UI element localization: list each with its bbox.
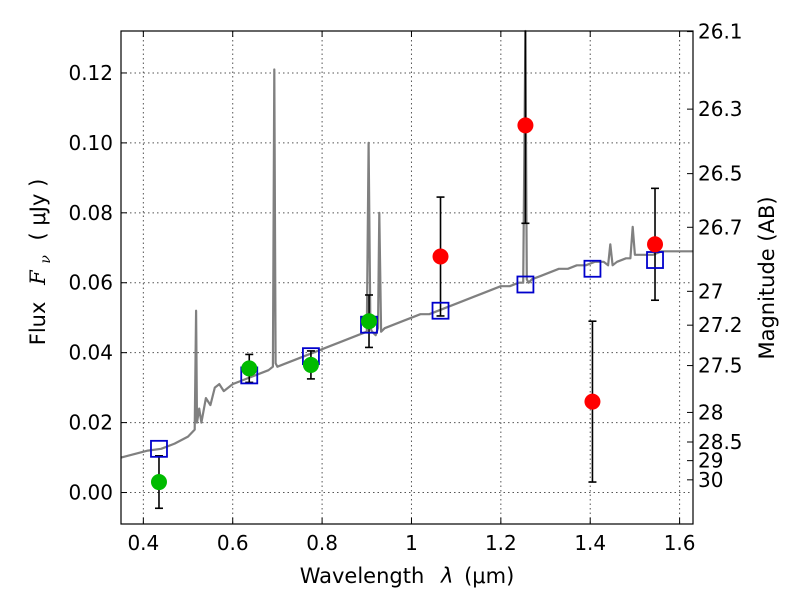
x-tick-label: 0.8 [306,531,338,555]
magnitude-tick-label: 26.3 [698,97,743,121]
y-axis-subscript: ν [38,255,54,264]
y-axis-unit: ( μJy ) [26,179,50,241]
x-axis-unit: (μm) [464,564,514,588]
model-photometry-markers [150,251,664,458]
nir-flux-point [432,248,449,265]
magnitude-tick-label: 27 [698,279,723,303]
y-tick-label: 0.00 [68,481,113,505]
x-axis-title: Wavelength λ (μm) [300,564,515,588]
x-tick-label: 1.6 [664,531,696,555]
magnitude-tick-label: 27.2 [698,313,743,337]
x-axis-title-text: Wavelength [300,564,425,588]
y-tick-label: 0.02 [68,411,113,435]
model-photometry-square [583,259,602,278]
magnitude-tick-label: 26.1 [698,20,743,44]
magnitude-tick-label: 30 [698,468,723,492]
x-tick-label: 1 [405,531,418,555]
y-tick-label: 0.06 [68,271,113,295]
magnitude-tick-label: 26.7 [698,215,743,239]
x-tick-label: 1.2 [485,531,517,555]
magnitude-tick-label: 28 [698,400,723,424]
plot-frame [120,30,694,525]
y-tick-label: 0.10 [68,131,113,155]
magnitude-axis-title: Magnitude (AB) [755,196,779,359]
y-axis-title-text: Flux [26,302,50,346]
x-tick-label: 0.6 [217,531,249,555]
magnitude-tick-label: 28.5 [698,430,743,454]
nir-flux-point [647,236,664,253]
nir-flux-point [517,117,534,134]
y-axis-symbol: F [26,269,50,286]
model-spectrum [120,29,693,459]
magnitude-tick-label: 29 [698,449,723,473]
measured-flux-points [150,117,664,491]
grid-lines [121,31,693,524]
optical-flux-point [150,474,167,491]
magnitude-tick-label: 27.5 [698,354,743,378]
y-tick-label: 0.12 [68,61,113,85]
model-photometry-square [150,439,168,458]
y-axis-title: Flux F ν ( μJy ) [26,179,55,346]
model-photometry-square [516,275,535,294]
nir-flux-point [584,393,601,410]
axis-ticks: 0.4 0.6 0.8 1 1.2 1.4 1.6 0.00 0.02 0.04 0.06 0.08 0… [68,20,742,555]
y-tick-label: 0.08 [68,201,113,225]
x-tick-label: 0.4 [127,531,159,555]
optical-flux-point [241,360,258,377]
error-bars [154,31,660,510]
y-tick-label: 0.04 [68,341,113,365]
magnitude-tick-label: 26.5 [698,162,743,186]
x-axis-lambda: λ [440,564,453,588]
x-tick-label: 1.4 [574,531,606,555]
model-spectrum-line [120,29,693,459]
optical-flux-point [361,313,378,330]
optical-flux-point [302,356,319,373]
model-photometry-square [431,301,450,320]
